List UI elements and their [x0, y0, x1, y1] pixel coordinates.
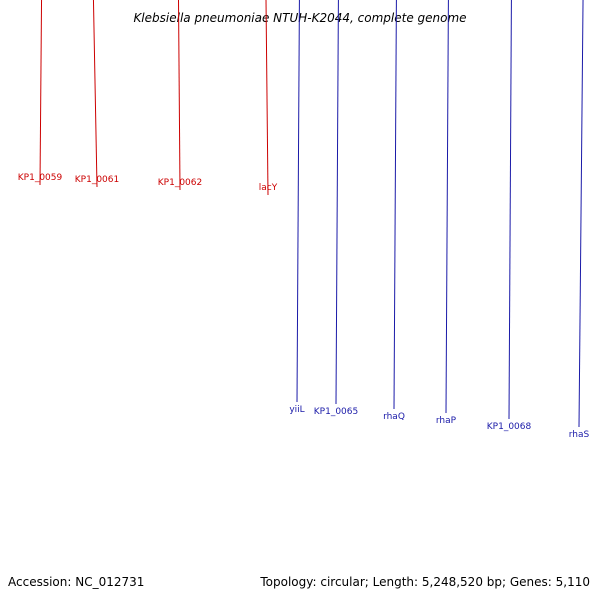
reverse-gene-label: yiiL [289, 405, 304, 415]
forward-leader-line [92, 0, 98, 188]
accession-label: Accession: NC_012731 [8, 575, 144, 589]
reverse-gene-label: rhaP [436, 416, 457, 426]
reverse-leader-line [296, 0, 300, 403]
reverse-leader-line [335, 0, 339, 405]
reverse-gene-label: KP1_0065 [314, 407, 358, 417]
reverse-gene-label: rhaQ [383, 412, 405, 422]
forward-leader-line [39, 0, 43, 186]
reverse-leader-line [445, 0, 449, 414]
forward-leader-line [265, 0, 269, 196]
map-title: Klebsiella pneumoniae NTUH-K2044, comple… [133, 11, 466, 25]
forward-gene-label: KP1_0062 [158, 178, 202, 188]
reverse-gene-label: rhaS [569, 430, 590, 440]
forward-leader-line [177, 0, 181, 191]
forward-gene-label: lacY [259, 183, 278, 193]
reverse-gene-label: KP1_0068 [487, 422, 532, 432]
gene-labels: KP1_0059 KP1_0061 KP1_0062 lacY yiiL KP1_0065… [18, 0, 590, 440]
reverse-leader-line [393, 0, 397, 410]
forward-gene-label: KP1_0059 [18, 173, 63, 183]
reverse-leader-line [508, 0, 512, 420]
forward-gene-label: KP1_0061 [75, 175, 119, 185]
reverse-leader-line [578, 0, 584, 428]
genome-summary-label: Topology: circular; Length: 5,248,520 bp… [259, 575, 590, 589]
